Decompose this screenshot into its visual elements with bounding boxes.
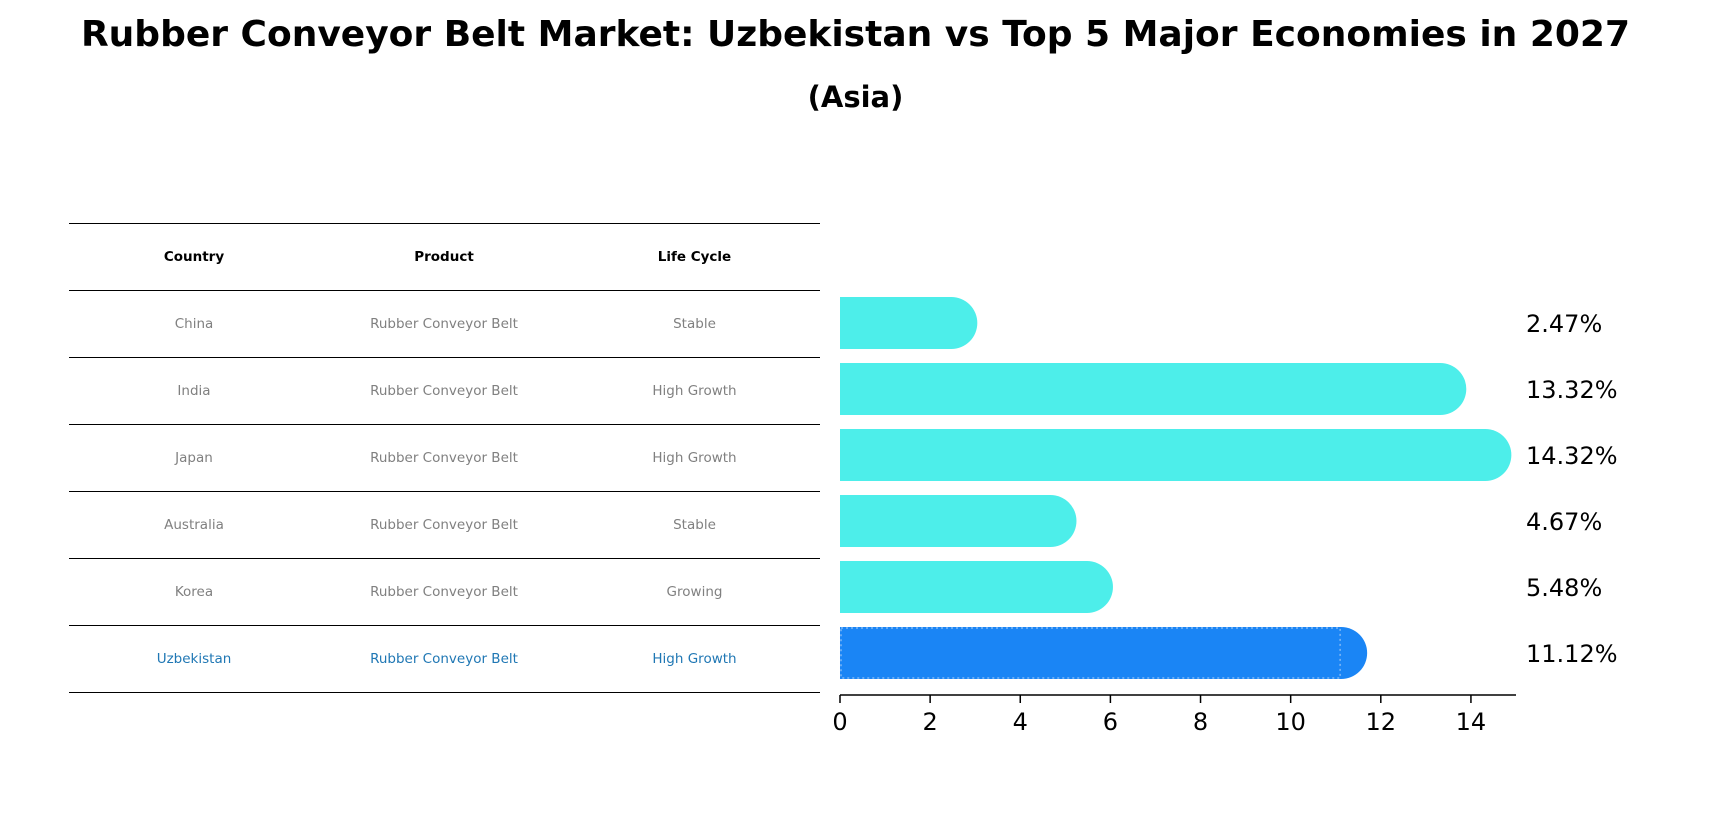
header-country: Country (163, 249, 225, 265)
cell-country: Korea (174, 584, 214, 600)
x-tick-label: 6 (1103, 708, 1118, 736)
value-label: 13.32% (1526, 376, 1618, 404)
header-product: Product (414, 249, 474, 265)
cell-country: Australia (164, 517, 224, 533)
cell-life-cycle: Stable (673, 517, 716, 533)
table-row: Korea Rubber Conveyor Belt Growing (69, 559, 820, 626)
x-tick-label: 14 (1456, 708, 1487, 736)
table-row: Japan Rubber Conveyor Belt High Growth (69, 425, 820, 492)
bar-australia (840, 495, 1077, 547)
cell-product: Rubber Conveyor Belt (370, 316, 518, 332)
x-tick-label: 8 (1193, 708, 1208, 736)
cell-life-cycle: Stable (673, 316, 716, 332)
value-label: 5.48% (1526, 574, 1602, 602)
data-table: Country Product Life Cycle China Rubber … (69, 223, 820, 693)
value-label: 4.67% (1526, 508, 1602, 536)
value-label: 2.47% (1526, 310, 1602, 338)
x-tick-label: 12 (1366, 708, 1397, 736)
value-label: 11.12% (1526, 640, 1618, 668)
bar-korea (840, 561, 1113, 613)
cell-product: Rubber Conveyor Belt (370, 651, 518, 667)
table-header-row: Country Product Life Cycle (69, 223, 820, 291)
table-row: India Rubber Conveyor Belt High Growth (69, 358, 820, 425)
cell-country: China (174, 316, 214, 332)
cell-product: Rubber Conveyor Belt (370, 383, 518, 399)
cell-country: Uzbekistan (156, 651, 232, 667)
bar-uzbekistan (840, 627, 1368, 679)
bar-japan (840, 429, 1512, 481)
table-row: China Rubber Conveyor Belt Stable (69, 291, 820, 358)
cell-country: Japan (175, 450, 213, 466)
cell-life-cycle: Growing (666, 584, 723, 600)
cell-product: Rubber Conveyor Belt (370, 517, 518, 533)
cell-product: Rubber Conveyor Belt (370, 450, 518, 466)
x-tick-label: 4 (1013, 708, 1028, 736)
chart-subtitle: (Asia) (807, 80, 904, 114)
cell-country: India (177, 383, 211, 399)
table-row: Australia Rubber Conveyor Belt Stable (69, 492, 820, 559)
cell-life-cycle: High Growth (652, 383, 737, 399)
cell-life-cycle: High Growth (652, 651, 737, 667)
table-row-highlight: Uzbekistan Rubber Conveyor Belt High Gro… (69, 626, 820, 693)
bar-china (840, 297, 978, 349)
chart-title: Rubber Conveyor Belt Market: Uzbekistan … (80, 14, 1631, 55)
header-life-cycle: Life Cycle (657, 249, 732, 265)
x-tick-label: 2 (922, 708, 937, 736)
value-label: 14.32% (1526, 442, 1618, 470)
bar-india (840, 363, 1467, 415)
cell-product: Rubber Conveyor Belt (370, 584, 518, 600)
x-tick-label: 10 (1275, 708, 1306, 736)
cell-life-cycle: High Growth (652, 450, 737, 466)
x-tick-label: 0 (832, 708, 847, 736)
